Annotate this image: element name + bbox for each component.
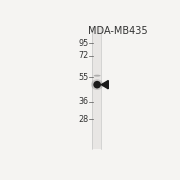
Text: 36: 36 [79, 98, 89, 107]
Text: 55: 55 [78, 73, 89, 82]
Text: MDA-MB435: MDA-MB435 [87, 26, 147, 37]
Bar [92, 27, 101, 149]
Text: 95: 95 [78, 39, 89, 48]
Ellipse shape [94, 75, 101, 77]
Ellipse shape [91, 79, 103, 90]
Text: 28: 28 [79, 115, 89, 124]
Polygon shape [101, 80, 108, 89]
Text: 72: 72 [78, 51, 89, 60]
Ellipse shape [93, 81, 101, 89]
